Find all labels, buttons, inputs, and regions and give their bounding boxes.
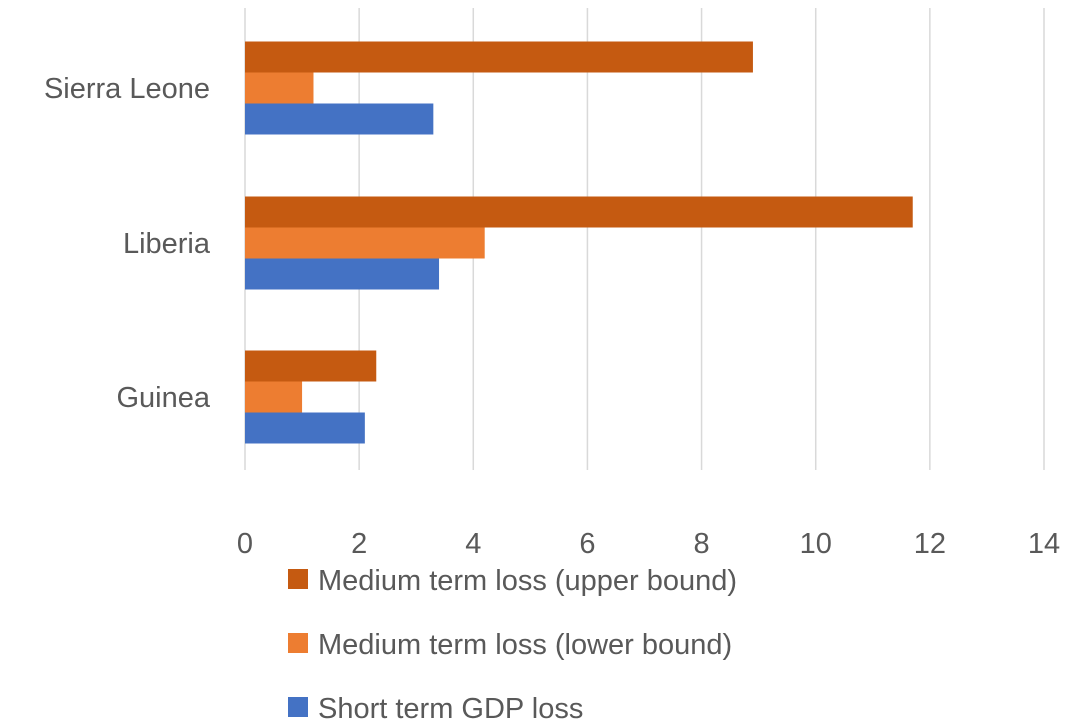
bar-guinea-series-0 (245, 412, 365, 444)
x-tick-label-8: 8 (694, 528, 710, 560)
legend-item-0: Short term GDP loss (288, 693, 583, 725)
legend-item-1: Medium term loss (lower bound) (288, 629, 732, 661)
legend-item-2: Medium term loss (upper bound) (288, 565, 737, 597)
legend-swatch-2 (288, 569, 308, 589)
bars (245, 41, 913, 444)
bar-liberia-series-1 (245, 227, 485, 259)
category-label-guinea: Guinea (116, 382, 210, 414)
legend-swatch-1 (288, 633, 308, 653)
legend-swatch-0 (288, 697, 308, 717)
category-label-liberia: Liberia (123, 228, 211, 260)
legend: Medium term loss (upper bound) Medium ter… (288, 565, 737, 725)
x-tick-label-0: 0 (237, 528, 253, 560)
legend-label-0: Short term GDP loss (318, 693, 583, 725)
bar-guinea-series-1 (245, 381, 303, 413)
x-tick-label-2: 2 (351, 528, 367, 560)
category-labels: Guinea Liberia Sierra Leone (44, 73, 211, 414)
legend-label-2: Medium term loss (upper bound) (318, 565, 737, 597)
bar-sierra-leone-series-1 (245, 72, 314, 104)
x-tick-label-10: 10 (800, 528, 832, 560)
bar-liberia-series-2 (245, 196, 913, 228)
legend-label-1: Medium term loss (lower bound) (318, 629, 732, 661)
x-tick-label-6: 6 (579, 528, 595, 560)
bar-liberia-series-0 (245, 258, 440, 290)
bar-sierra-leone-series-2 (245, 41, 753, 73)
x-tick-label-14: 14 (1028, 528, 1060, 560)
bar-guinea-series-2 (245, 350, 377, 382)
category-label-sierra-leone: Sierra Leone (44, 73, 210, 105)
bar-sierra-leone-series-0 (245, 103, 434, 135)
x-tick-label-4: 4 (465, 528, 481, 560)
x-axis-tick-labels: 0 2 4 6 8 10 12 14 (237, 528, 1060, 560)
x-tick-label-12: 12 (914, 528, 946, 560)
